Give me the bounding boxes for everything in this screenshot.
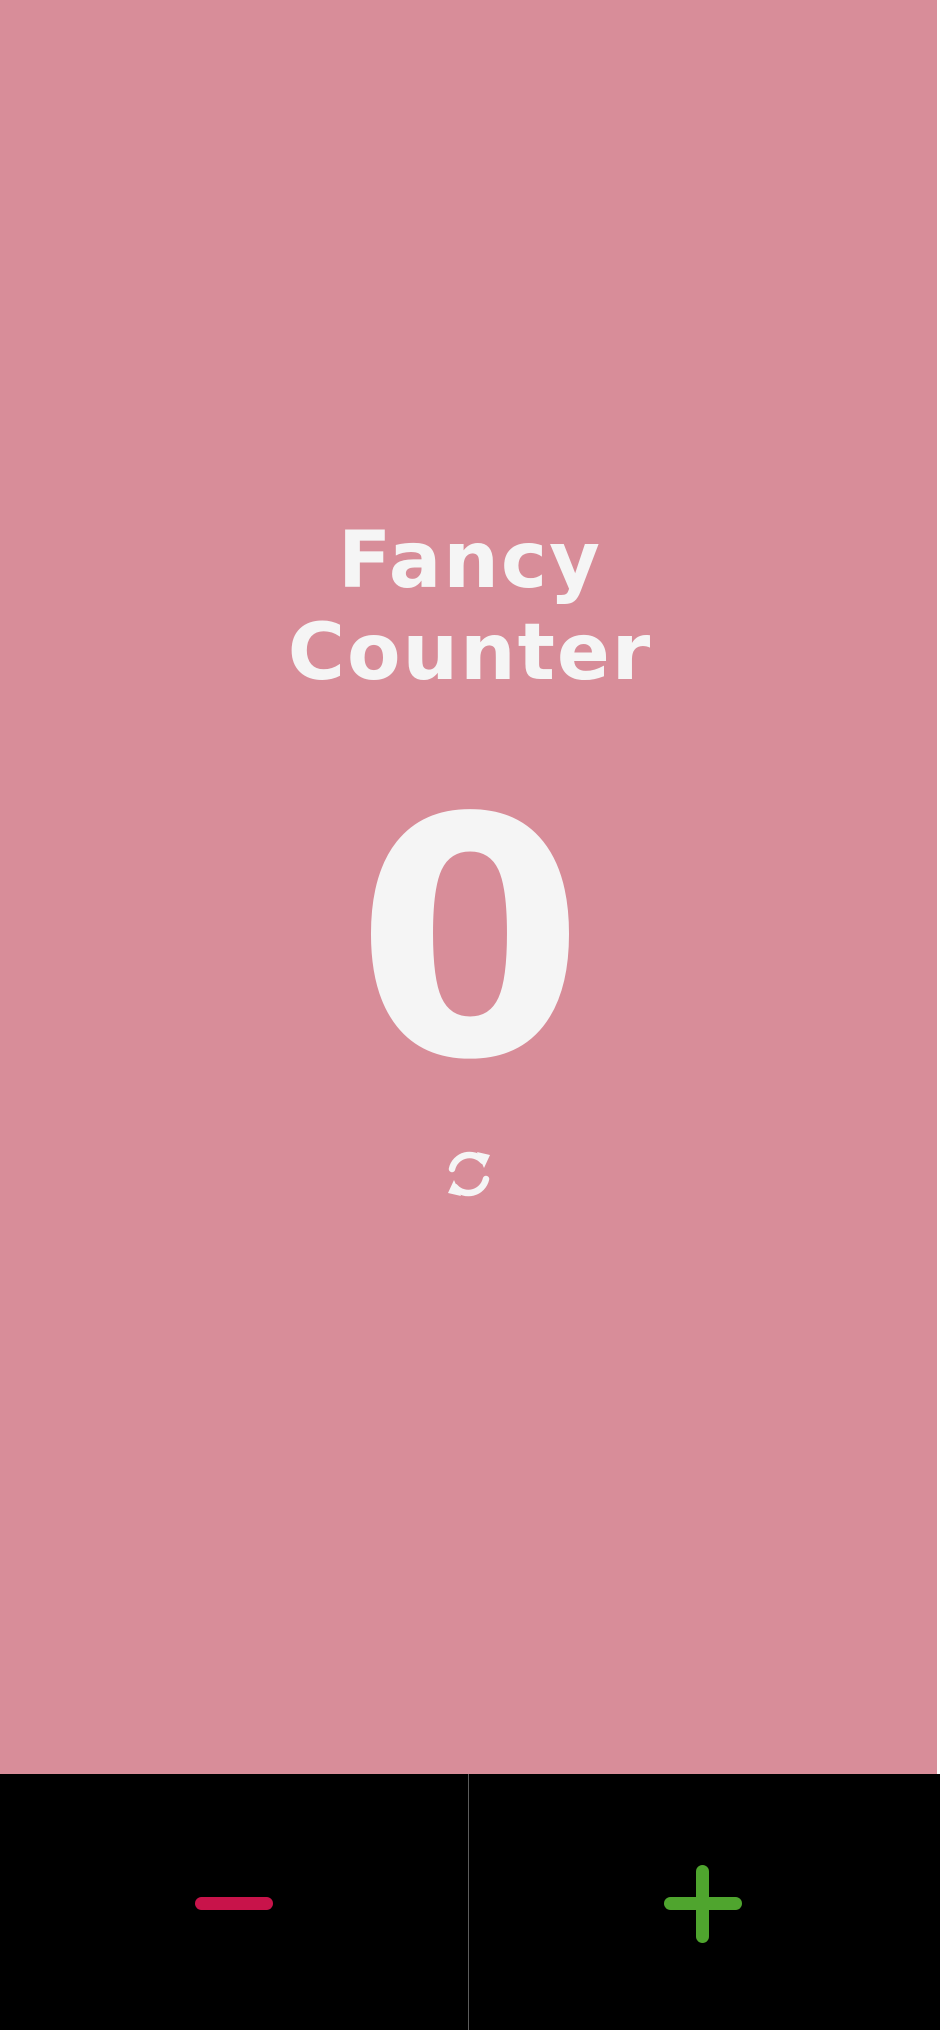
- page-title: Fancy Counter: [0, 515, 940, 699]
- refresh-icon: [448, 1151, 490, 1197]
- panel-edge: [937, 0, 940, 1774]
- title-line-2: Counter: [287, 608, 653, 698]
- decrement-button[interactable]: [0, 1774, 468, 2030]
- plus-icon-vertical: [696, 1865, 709, 1943]
- title-line-1: Fancy: [338, 516, 602, 606]
- divider: [468, 1774, 469, 2030]
- minus-icon: [195, 1897, 273, 1910]
- counter-value: 0: [355, 748, 585, 1132]
- reset-button[interactable]: [440, 1145, 498, 1203]
- counter-panel: Fancy Counter 0: [0, 0, 937, 1774]
- bottom-controls: [0, 1774, 940, 2030]
- increment-button[interactable]: [469, 1774, 940, 2030]
